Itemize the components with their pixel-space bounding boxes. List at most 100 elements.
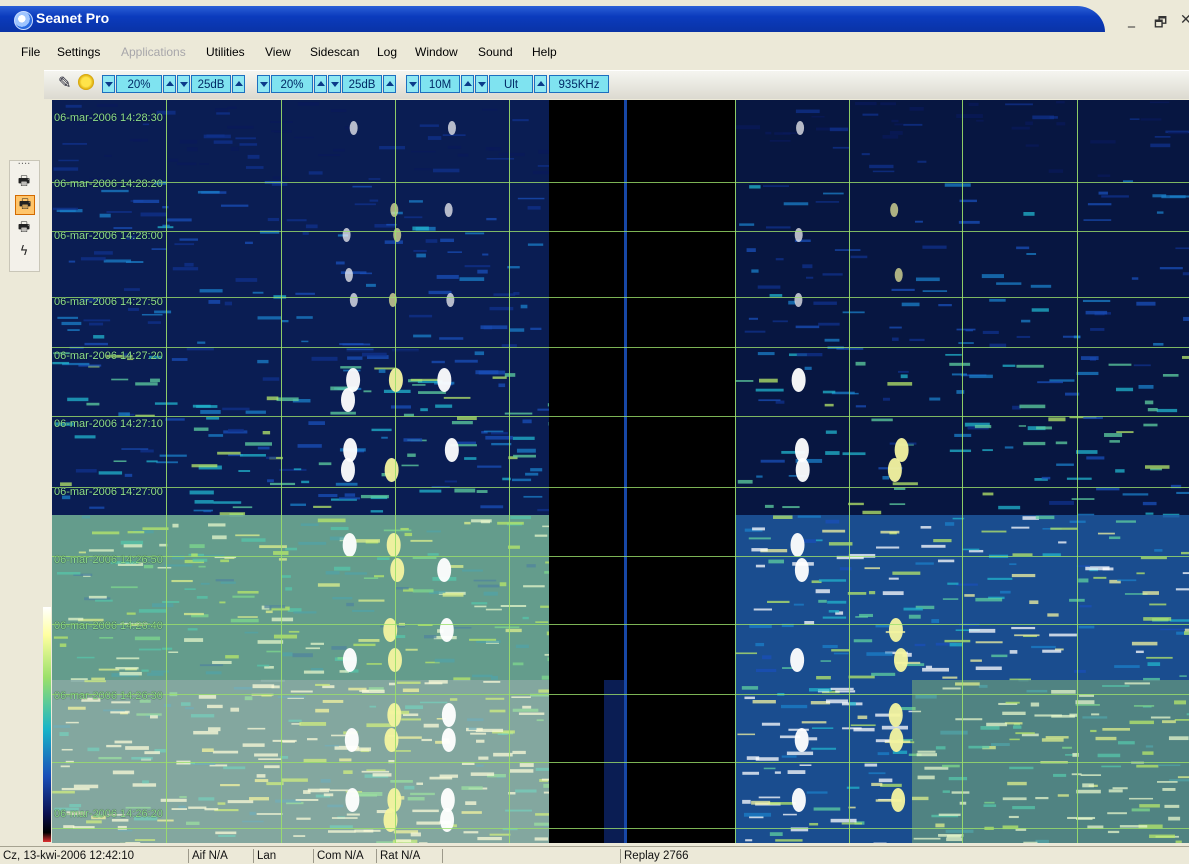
speckle — [758, 285, 781, 288]
speckle — [301, 341, 308, 343]
speckle — [1130, 118, 1140, 120]
restore-button[interactable]: 🗗 — [1154, 12, 1167, 36]
menu-utilities[interactable]: Utilities — [206, 45, 245, 59]
gain-right-up-button[interactable] — [314, 75, 327, 93]
speckle — [1114, 665, 1140, 668]
speckle — [491, 432, 508, 434]
echo-target — [390, 203, 398, 217]
speckle — [222, 408, 249, 411]
lightning-icon[interactable]: ϟ — [15, 243, 33, 261]
gain-right-value[interactable]: 20% — [271, 75, 313, 93]
minimize-button[interactable]: _ — [1128, 12, 1135, 28]
echo-target — [895, 268, 903, 282]
menu-view[interactable]: View — [265, 45, 291, 59]
close-button[interactable]: ✕ — [1180, 12, 1189, 28]
menu-applications[interactable]: Applications — [121, 45, 186, 59]
select-printer-icon[interactable]: 🖶 — [15, 195, 35, 215]
menu-log[interactable]: Log — [377, 45, 397, 59]
contrast-right-up-button[interactable] — [383, 75, 396, 93]
speckle — [802, 264, 812, 268]
speckle — [154, 311, 171, 314]
speckle — [752, 527, 765, 530]
speckle — [1123, 180, 1133, 182]
grid-line-horizontal — [52, 416, 1189, 417]
speckle — [1157, 211, 1164, 213]
speckle — [1117, 579, 1136, 581]
speckle — [1175, 247, 1189, 249]
menu-sidescan[interactable]: Sidescan — [310, 45, 359, 59]
speckle — [818, 323, 839, 326]
range-value[interactable]: 10M — [420, 75, 460, 93]
speckle — [369, 178, 381, 180]
menu-window[interactable]: Window — [415, 45, 458, 59]
speckle — [1101, 195, 1129, 197]
contrast-left-up-button[interactable] — [232, 75, 245, 93]
echo-target — [890, 203, 898, 217]
gain-left-down-button[interactable] — [102, 75, 115, 93]
speckle — [1099, 192, 1108, 195]
speckle — [969, 629, 995, 633]
menu-help[interactable]: Help — [532, 45, 557, 59]
menu-settings[interactable]: Settings — [57, 45, 100, 59]
speckle — [938, 560, 954, 563]
mode-up-button[interactable] — [534, 75, 547, 93]
status-aif: Aif N/A — [188, 849, 253, 863]
speckle — [336, 261, 345, 264]
speckle — [1157, 409, 1177, 412]
speckle — [440, 239, 454, 242]
status-datetime: Cz, 13-kwi-2006 12:42:10 — [0, 849, 188, 863]
printer-icon[interactable]: 🖶 — [15, 173, 33, 191]
contrast-right-value[interactable]: 25dB — [342, 75, 382, 93]
sonar-lamp-icon[interactable] — [78, 74, 94, 90]
contrast-left-value[interactable]: 25dB — [191, 75, 231, 93]
speckle — [83, 319, 110, 321]
speckle — [880, 531, 899, 534]
pen-icon[interactable]: ✎ — [58, 73, 71, 91]
speckle — [812, 727, 833, 729]
echo-target — [790, 533, 804, 557]
speckle — [737, 734, 755, 736]
speckle — [883, 591, 904, 595]
speckle — [1049, 501, 1074, 505]
echo-target — [390, 558, 404, 582]
speckle — [736, 125, 760, 129]
menu-sound[interactable]: Sound — [478, 45, 513, 59]
speckle — [75, 435, 96, 438]
echo-target — [385, 458, 399, 482]
title-bar: Seanet Pro _ 🗗 ✕ — [0, 0, 1189, 36]
range-up-button[interactable] — [461, 75, 474, 93]
contrast-left-down-button[interactable] — [177, 75, 190, 93]
speckle — [193, 405, 211, 408]
print-preview-icon[interactable]: 🖶 — [15, 219, 33, 237]
status-empty — [442, 849, 620, 863]
range-down-button[interactable] — [406, 75, 419, 93]
echo-target — [445, 203, 453, 217]
contrast-right-down-button[interactable] — [328, 75, 341, 93]
gain-left-up-button[interactable] — [163, 75, 176, 93]
timestamp-label: 06-mar-2006 14:28:20 — [54, 178, 163, 190]
speckle — [890, 503, 906, 505]
mode-down-button[interactable] — [475, 75, 488, 93]
speckle — [523, 496, 542, 498]
speckle — [452, 421, 473, 424]
speckle — [856, 405, 866, 407]
speckle — [279, 469, 306, 471]
menu-file[interactable]: File — [21, 45, 40, 59]
speckle — [240, 454, 266, 457]
speckle — [294, 468, 301, 470]
gain-left-value[interactable]: 20% — [116, 75, 162, 93]
speckle — [783, 814, 797, 816]
speckle — [1074, 670, 1086, 673]
speckle — [409, 315, 432, 318]
echo-target — [794, 293, 802, 307]
speckle — [340, 366, 361, 368]
mode-value[interactable]: Ult — [489, 75, 533, 93]
speckle — [62, 143, 87, 145]
speckle — [228, 429, 244, 432]
speckle — [1076, 450, 1097, 454]
speckle — [969, 103, 979, 106]
echo-target — [350, 293, 358, 307]
app-globe-icon[interactable] — [14, 11, 33, 30]
gain-right-down-button[interactable] — [257, 75, 270, 93]
